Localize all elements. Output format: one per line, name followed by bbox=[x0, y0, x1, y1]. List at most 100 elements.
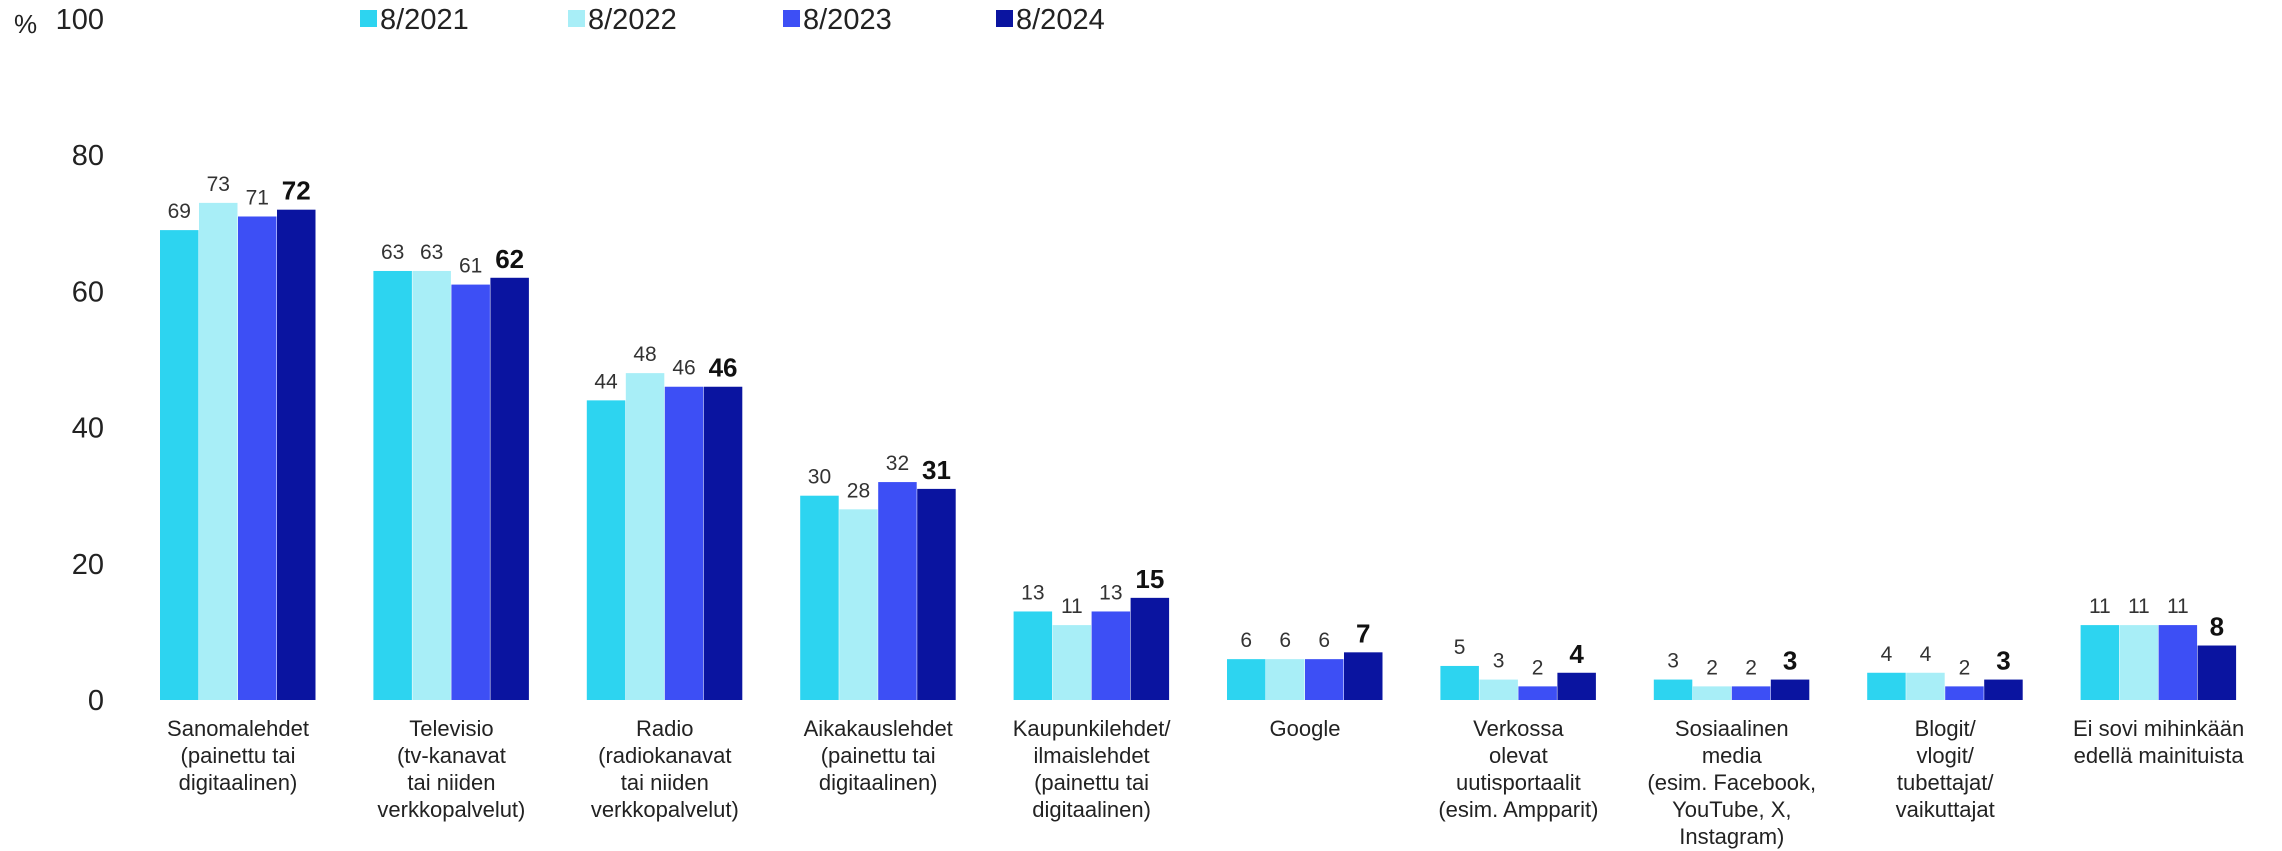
bar-value-label: 13 bbox=[1099, 581, 1122, 604]
category-label: Google bbox=[1270, 716, 1341, 741]
bar-value-label: 5 bbox=[1454, 636, 1466, 659]
bar bbox=[1557, 672, 1596, 700]
bar-value-label: 61 bbox=[459, 255, 482, 278]
legend-label: 8/2021 bbox=[380, 4, 469, 36]
bar bbox=[412, 270, 451, 700]
bar bbox=[1479, 679, 1518, 700]
legend-item: 8/2024 bbox=[996, 4, 1105, 36]
legend-item: 8/2022 bbox=[568, 4, 677, 36]
legend-label: 8/2022 bbox=[588, 4, 677, 36]
legend-item: 8/2023 bbox=[783, 4, 892, 36]
bar bbox=[2119, 625, 2159, 700]
bar bbox=[839, 509, 878, 700]
bar-value-label: 6 bbox=[1318, 629, 1330, 652]
bar-value-label: 11 bbox=[2167, 595, 2189, 618]
bar-value-label: 63 bbox=[420, 241, 443, 264]
bar-value-label: 3 bbox=[1667, 650, 1679, 673]
bar bbox=[1013, 611, 1053, 700]
bar bbox=[664, 386, 704, 700]
bar bbox=[2080, 625, 2120, 700]
bar-value-label: 4 bbox=[1569, 639, 1584, 669]
bar-value-label: 32 bbox=[886, 452, 909, 475]
y-axis: 0 20 40 60 80 100 bbox=[56, 4, 104, 717]
bar bbox=[1906, 672, 1945, 700]
category-label: Verkossa olevat uutisportaalit (esim. Amppa… bbox=[1438, 716, 1598, 822]
bar bbox=[2197, 645, 2237, 700]
bar bbox=[451, 284, 490, 700]
bar bbox=[1770, 679, 1810, 700]
bar bbox=[1266, 659, 1305, 700]
bar bbox=[1091, 611, 1131, 700]
bar-value-label: 63 bbox=[381, 241, 404, 264]
bar-value-label: 11 bbox=[2089, 595, 2111, 618]
bar bbox=[625, 373, 665, 700]
bar-value-label: 11 bbox=[2128, 595, 2150, 618]
category-label: Aikakauslehdet (painettu tai digitaalinen) bbox=[804, 716, 953, 795]
legend-label: 8/2023 bbox=[803, 4, 892, 36]
bar-value-label: 69 bbox=[168, 200, 191, 223]
bar bbox=[373, 270, 412, 700]
category-label: Sanomalehdet (painettu tai digitaalinen) bbox=[167, 716, 309, 795]
bar bbox=[1945, 686, 1984, 700]
bar-value-label: 2 bbox=[1745, 656, 1757, 679]
bar bbox=[800, 495, 839, 700]
bar bbox=[2158, 625, 2198, 700]
bar bbox=[1867, 672, 1906, 700]
bar bbox=[199, 202, 238, 700]
bar-value-label: 13 bbox=[1021, 581, 1044, 604]
legend: 8/2021 8/2022 8/2023 8/2024 bbox=[360, 4, 1105, 36]
bar bbox=[1227, 659, 1266, 700]
bar-value-label: 2 bbox=[1959, 656, 1971, 679]
bar-value-label: 46 bbox=[709, 353, 738, 383]
category-label: Blogit/vlogit/tubettajat/vaikuttajat bbox=[1896, 716, 1995, 822]
bar-value-label: 6 bbox=[1240, 629, 1252, 652]
bar bbox=[1692, 686, 1732, 700]
bar bbox=[1731, 686, 1771, 700]
bar bbox=[277, 209, 316, 700]
bar bbox=[1305, 659, 1344, 700]
legend-swatch bbox=[996, 10, 1013, 27]
bar bbox=[703, 386, 743, 700]
y-axis-unit-label: % bbox=[14, 9, 37, 39]
bar bbox=[160, 230, 199, 701]
bars bbox=[160, 202, 2237, 701]
category-label: Radio (radiokanavat tai niiden verkkopalvel… bbox=[591, 716, 739, 822]
legend-swatch bbox=[568, 10, 585, 27]
bar bbox=[490, 277, 529, 700]
legend-label: 8/2024 bbox=[1016, 4, 1105, 36]
bar-value-label: 4 bbox=[1920, 643, 1932, 666]
bar-value-label: 44 bbox=[594, 370, 618, 393]
bar-value-label: 6 bbox=[1279, 629, 1291, 652]
y-tick-label: 60 bbox=[72, 276, 104, 308]
category-labels: Sanomalehdet (painettu tai digitaalinen) Te… bbox=[167, 716, 2244, 849]
y-tick-label: 20 bbox=[72, 549, 104, 581]
legend-item: 8/2021 bbox=[360, 4, 469, 36]
bar-value-label: 30 bbox=[808, 466, 831, 489]
bar-value-label: 72 bbox=[282, 176, 311, 206]
bar-value-label: 73 bbox=[207, 173, 230, 196]
bar-value-label: 3 bbox=[1783, 646, 1797, 676]
bar-value-label: 2 bbox=[1706, 656, 1718, 679]
bar-value-label: 48 bbox=[633, 343, 656, 366]
bar bbox=[1344, 652, 1383, 700]
bar-value-label: 7 bbox=[1356, 618, 1370, 648]
bar-value-label: 11 bbox=[1061, 595, 1083, 618]
bar bbox=[1653, 679, 1693, 700]
category-label: Kaupunkilehdet/ilmaislehdet (painettu tai… bbox=[1013, 716, 1172, 822]
category-label: Sosiaalinen media (esim. Facebook, YouTube,… bbox=[1647, 716, 1816, 849]
bar-value-label: 46 bbox=[672, 357, 695, 380]
bar-value-label: 71 bbox=[246, 186, 269, 209]
bar-value-label: 28 bbox=[847, 479, 870, 502]
bar-value-label: 2 bbox=[1532, 656, 1544, 679]
y-tick-label: 100 bbox=[56, 4, 104, 36]
legend-swatch bbox=[360, 10, 377, 27]
legend-swatch bbox=[783, 10, 800, 27]
bar-value-label: 3 bbox=[1996, 646, 2010, 676]
bar-value-label: 4 bbox=[1881, 643, 1893, 666]
y-tick-label: 0 bbox=[88, 685, 104, 717]
bar-value-label: 3 bbox=[1493, 650, 1505, 673]
category-label: Televisio (tv-kanavat tai niiden verkkopalv… bbox=[377, 716, 525, 822]
bar-value-label: 62 bbox=[495, 244, 524, 274]
